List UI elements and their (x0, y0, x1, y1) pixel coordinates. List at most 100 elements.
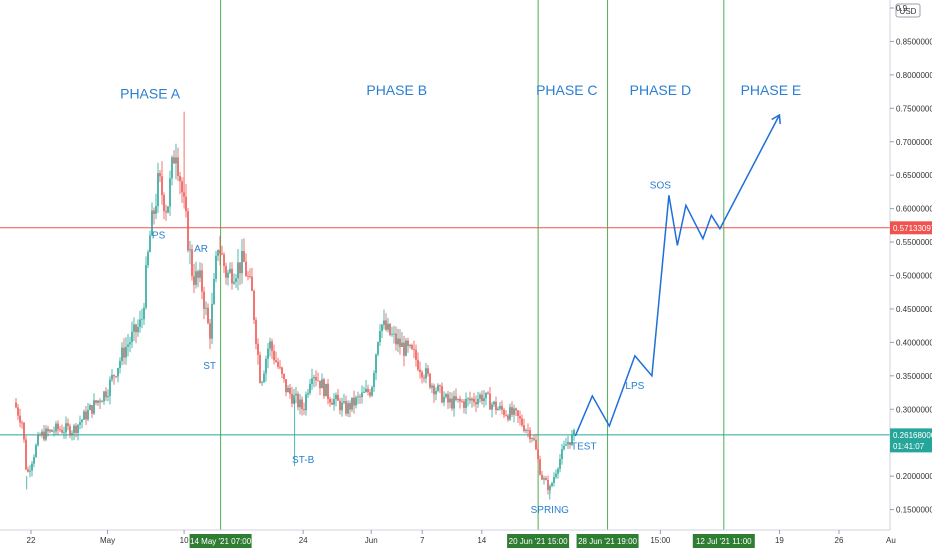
candle-body (217, 250, 219, 256)
candle-body (49, 429, 51, 432)
candle-body (563, 445, 565, 450)
candle-body (173, 157, 175, 164)
candle-body (67, 423, 69, 427)
wyckoff-annotation[interactable]: SOS (650, 181, 671, 192)
price-line-tag (890, 221, 932, 235)
candle-body (537, 449, 539, 460)
candle-body (111, 375, 113, 380)
candle-body (181, 181, 183, 193)
candle-body (361, 392, 363, 398)
candle-body (129, 342, 131, 345)
candle-body (113, 375, 115, 377)
wyckoff-annotation[interactable]: LPS (625, 381, 644, 392)
candle-body (307, 393, 309, 395)
wyckoff-annotation[interactable]: TEST (571, 441, 597, 452)
candle-body (391, 334, 393, 335)
candle-body (47, 428, 49, 432)
candle-body (85, 411, 87, 420)
wyckoff-annotation[interactable]: ST-B (292, 455, 315, 466)
candle-body (221, 253, 223, 255)
candle-body (545, 478, 547, 481)
candle-body (297, 393, 299, 408)
candle-body (503, 409, 505, 416)
candle-body (189, 249, 191, 251)
candle-body (115, 376, 117, 378)
time-tick-label: 26 (835, 536, 844, 545)
wyckoff-annotation[interactable]: ST (203, 361, 216, 372)
candle-body (275, 360, 277, 362)
candle-body (427, 368, 429, 374)
candle-body (87, 409, 89, 420)
candle-body (265, 358, 267, 374)
candle-body (387, 323, 389, 330)
candle-body (413, 348, 415, 350)
countdown-label: 01:41:07 (893, 442, 925, 451)
candle-body (199, 270, 201, 278)
phase-label[interactable]: PHASE A (120, 85, 181, 101)
candle-body (417, 359, 419, 370)
phase-label[interactable]: PHASE D (630, 82, 691, 98)
candle-body (465, 398, 467, 408)
candle-body (447, 394, 449, 403)
candle-body (63, 432, 65, 434)
candle-body (325, 383, 327, 397)
candle-body (457, 398, 459, 400)
time-tick-label: Au (886, 536, 896, 545)
candle-body (241, 251, 243, 274)
candle-body (533, 438, 535, 440)
candle-body (485, 392, 487, 399)
candle-body (137, 326, 139, 333)
wyckoff-annotation[interactable]: SPRING (531, 505, 570, 516)
phase-label[interactable]: PHASE C (536, 82, 597, 98)
candle-body (177, 157, 179, 176)
time-tick-label: 7 (420, 536, 425, 545)
candle-body (293, 395, 295, 404)
candle-body (309, 383, 311, 394)
wyckoff-annotation[interactable]: PS (152, 231, 166, 242)
candle-body (95, 400, 97, 403)
candle-body (153, 210, 155, 214)
candle-body (313, 377, 315, 379)
candle-body (109, 379, 111, 396)
candle-body (407, 340, 409, 346)
candle-body (253, 290, 255, 321)
candle-body (41, 431, 43, 436)
candle-body (285, 379, 287, 393)
candle-body (539, 459, 541, 475)
candle-body (423, 377, 425, 379)
phase-label[interactable]: PHASE E (741, 82, 802, 98)
price-line-tag (890, 428, 932, 453)
candle-body (301, 399, 303, 410)
candle-body (489, 393, 491, 410)
projection-path[interactable] (574, 114, 781, 437)
candle-body (171, 157, 173, 179)
currency-label: USD (900, 7, 917, 16)
candle-body (117, 368, 119, 377)
candle-body (29, 470, 31, 472)
candle-body (505, 415, 507, 416)
candle-body (327, 383, 329, 400)
candle-body (65, 423, 67, 433)
candle-body (397, 338, 399, 345)
candle-body (283, 373, 285, 380)
candle-body (127, 344, 129, 347)
candle-body (143, 307, 145, 320)
wyckoff-annotation[interactable]: AR (194, 244, 208, 255)
candle-body (355, 397, 357, 406)
candle-body (529, 430, 531, 439)
candle-body (27, 469, 29, 472)
candle-body (477, 398, 479, 405)
candle-body (33, 456, 35, 464)
candle-body (159, 173, 161, 177)
candle-body (131, 331, 133, 343)
price-line-tag-label: 0.57133097 (893, 224, 932, 233)
phase-label[interactable]: PHASE B (366, 82, 427, 98)
currency-badge[interactable] (895, 3, 921, 18)
candle-body (377, 342, 379, 355)
time-tick-label: 22 (27, 536, 36, 545)
